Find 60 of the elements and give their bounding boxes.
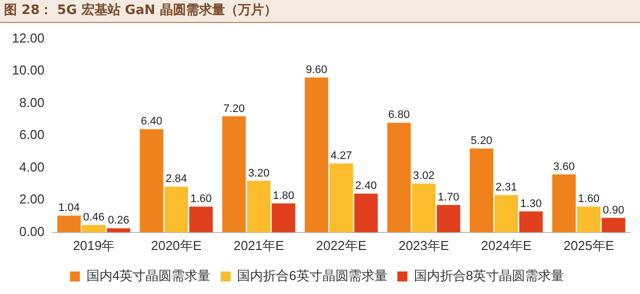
bar: [272, 203, 296, 232]
bar: [494, 195, 518, 232]
bar: [57, 216, 81, 232]
bar: [140, 129, 164, 232]
y-tick-label: 2.00: [19, 192, 45, 207]
data-label: 2.84: [166, 173, 187, 186]
bar: [164, 186, 188, 232]
data-label: 2.31: [496, 182, 517, 194]
x-tick-label: 2022年E: [316, 238, 367, 253]
x-tick-label: 2019年: [72, 238, 115, 253]
data-label: 0.46: [83, 212, 104, 224]
bar: [354, 194, 378, 232]
data-label: 6.80: [388, 109, 410, 122]
bar: [247, 180, 271, 232]
bar: [470, 148, 494, 232]
data-label: 2.40: [355, 180, 377, 192]
x-tick-label: 2024年E: [480, 238, 532, 253]
bar: [602, 218, 626, 232]
bar: [82, 224, 106, 232]
data-label: 4.27: [330, 150, 352, 162]
chart-title: 图 28： 5G 宏基站 GaN 晶圆需求量（万片）: [0, 0, 640, 23]
bar: [189, 206, 213, 232]
data-label: 9.60: [306, 64, 328, 76]
bar: [519, 211, 543, 232]
data-label: 1.70: [438, 192, 460, 204]
bar: [330, 164, 354, 232]
bar: [106, 228, 130, 232]
y-tick-label: 4.00: [19, 159, 45, 174]
data-label: 3.60: [553, 160, 575, 173]
bar: [412, 184, 436, 232]
y-tick-label: 8.00: [19, 94, 45, 110]
data-label: 1.60: [578, 193, 600, 206]
data-label: 0.26: [108, 214, 130, 227]
y-tick-label: 6.00: [19, 127, 45, 142]
data-label: 1.60: [190, 193, 212, 206]
bar: [304, 78, 328, 232]
legend-label: 国内4英寸晶圆需求量: [86, 268, 211, 284]
legend-label: 国内折合8英寸晶圆需求量: [414, 268, 564, 284]
data-label: 3.02: [413, 170, 434, 182]
x-tick-label: 2021年E: [233, 238, 284, 253]
data-label: 0.90: [602, 204, 624, 216]
legend-label: 国内折合6英寸晶圆需求量: [237, 268, 388, 284]
y-tick-label: 10.00: [12, 62, 45, 78]
x-tick-label: 2023年E: [398, 238, 450, 253]
data-label: 3.20: [248, 167, 270, 180]
bar: [436, 204, 460, 232]
x-tick-label: 2020年E: [150, 238, 202, 253]
data-label: 1.04: [58, 202, 80, 214]
data-label: 6.40: [140, 116, 162, 128]
y-tick-label: 12.00: [12, 30, 45, 46]
data-label: 1.30: [520, 198, 542, 210]
bar: [222, 116, 246, 232]
bar: [387, 122, 411, 232]
x-tick-label: 2025年E: [563, 238, 614, 253]
data-label: 5.20: [470, 135, 492, 148]
bar: [576, 206, 601, 232]
data-label: 1.80: [272, 190, 294, 202]
y-tick-label: 0.00: [19, 224, 45, 239]
bar: [552, 174, 576, 232]
data-label: 7.20: [223, 102, 245, 115]
